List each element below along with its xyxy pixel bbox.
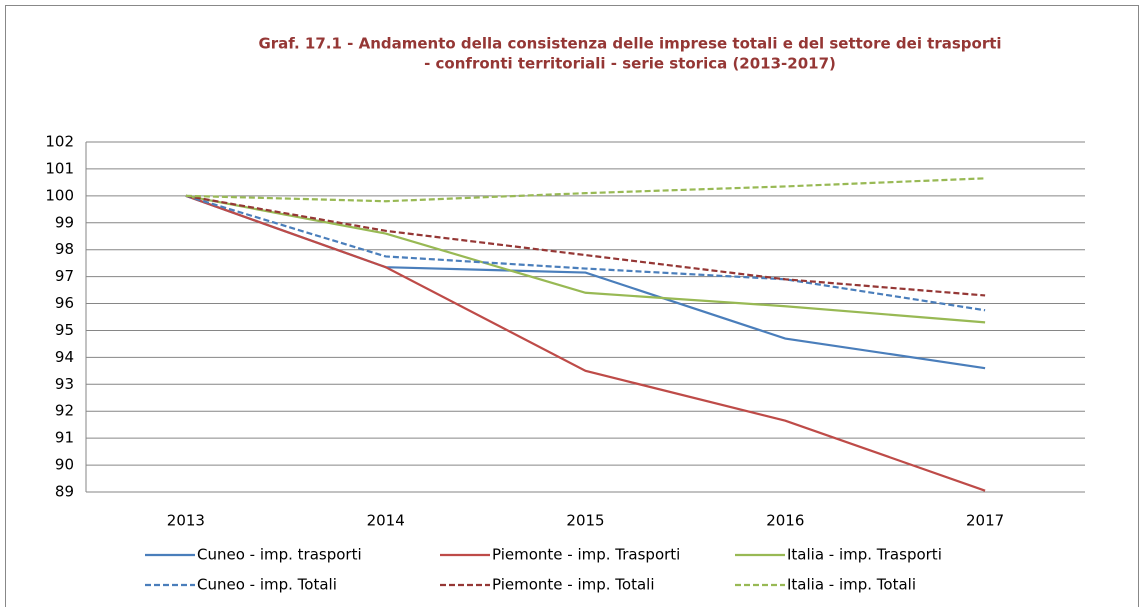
chart-title: - confronti territoriali - serie storica… [424,55,836,73]
x-tick-label: 2013 [167,512,205,530]
legend-label: Italia - imp. Trasporti [787,546,942,564]
y-tick-label: 95 [55,321,74,339]
series-line [185,177,986,203]
y-tick-label: 100 [45,186,74,204]
y-tick-label: 92 [55,402,74,420]
y-tick-label: 102 [45,133,74,151]
y-tick-label: 94 [55,348,74,366]
x-tick-label: 2014 [367,512,405,530]
legend-label: Cuneo - imp. Totali [197,576,337,594]
legend-label: Italia - imp. Totali [787,576,916,594]
legend-label: Piemonte - imp. Trasporti [492,546,680,564]
x-tick-label: 2016 [766,512,804,530]
y-tick-label: 89 [55,483,74,501]
series-line [185,194,986,324]
legend-label: Cuneo - imp. trasporti [197,546,362,564]
y-tick-label: 99 [55,213,74,231]
chart-title: Graf. 17.1 - Andamento della consistenza… [258,35,1001,53]
legend-label: Piemonte - imp. Totali [492,576,655,594]
y-tick-label: 90 [55,456,74,474]
x-tick-label: 2015 [566,512,604,530]
chart-border [5,5,1139,607]
series-line [185,194,986,297]
y-tick-label: 96 [55,294,74,312]
y-tick-label: 97 [55,267,74,285]
series-line [185,194,986,312]
series-line [185,194,986,492]
y-tick-label: 98 [55,240,74,258]
x-tick-label: 2017 [966,512,1004,530]
y-tick-label: 101 [45,159,74,177]
y-tick-label: 93 [55,375,74,393]
y-tick-label: 91 [55,429,74,447]
